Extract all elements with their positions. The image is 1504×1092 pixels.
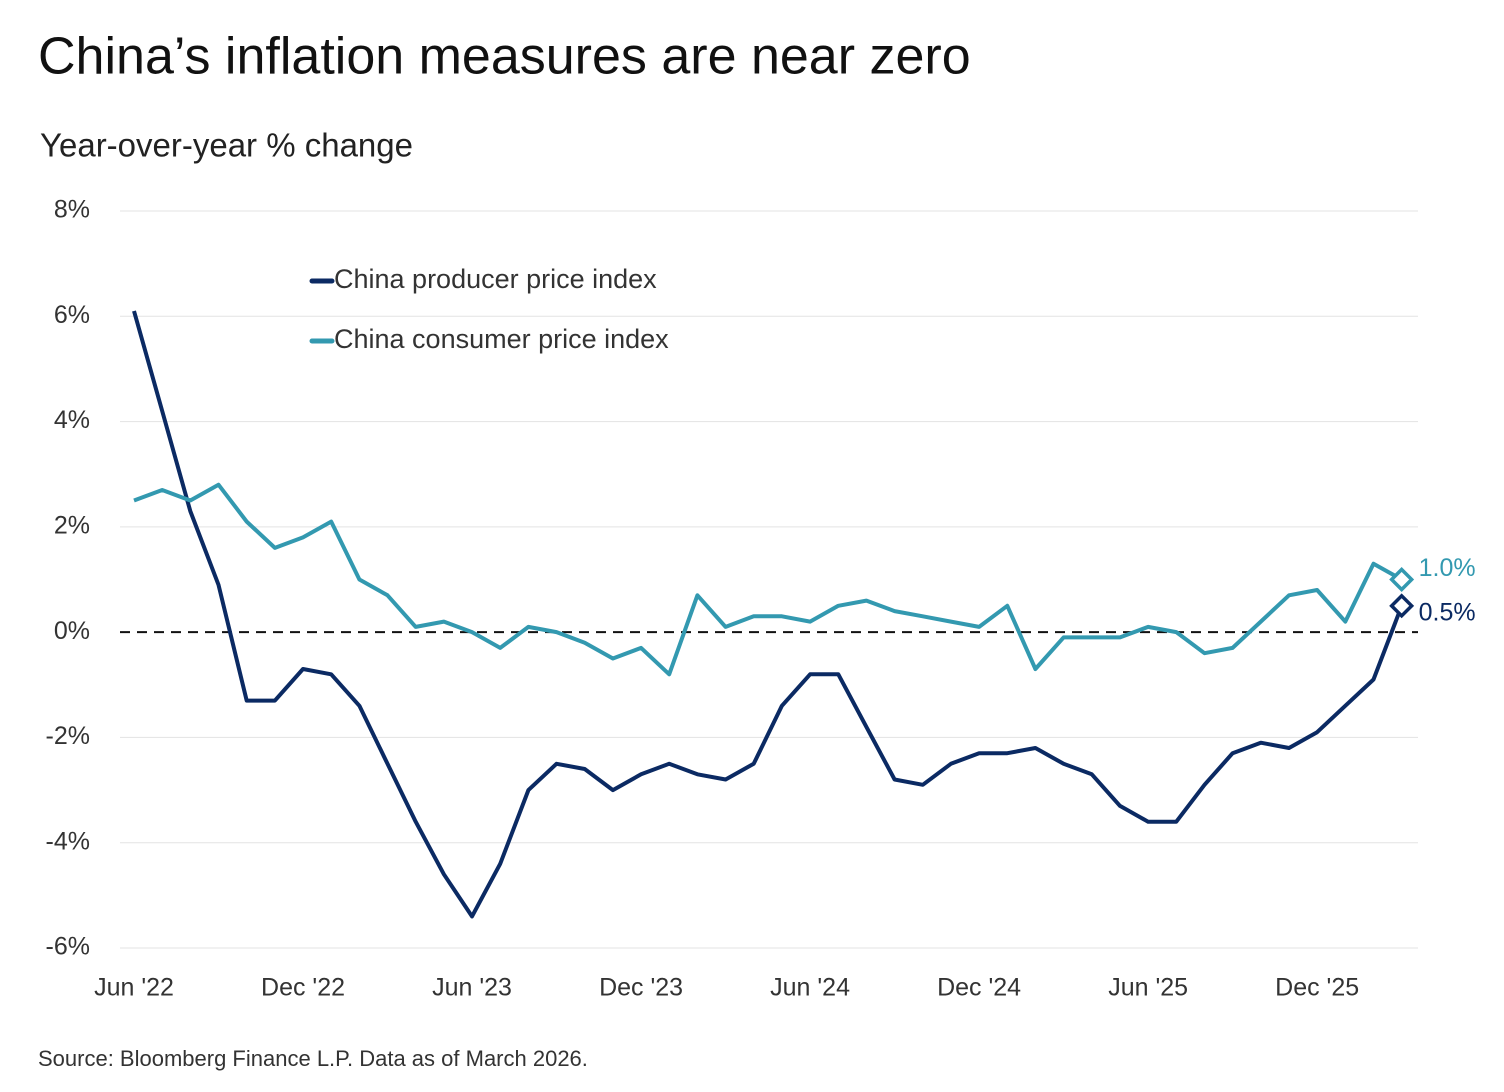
x-tick-label: Jun '24 (770, 974, 850, 1002)
end-marker (1389, 567, 1415, 592)
data-label: 0.5% (1419, 598, 1476, 626)
y-tick-label: 8% (54, 196, 90, 224)
x-tick-label: Dec '22 (261, 974, 345, 1002)
x-tick-label: Jun '23 (432, 974, 512, 1002)
series-line (132, 310, 1404, 919)
y-tick-label: 2% (54, 511, 90, 539)
y-tick-label: 6% (54, 301, 90, 329)
legend-label: China producer price index (334, 264, 657, 294)
chart-subtitle: Year-over-year % change (40, 127, 413, 164)
x-tick-label: Dec '23 (599, 974, 683, 1002)
x-tick-label: Jun '25 (1108, 974, 1188, 1002)
legend-label: China consumer price index (334, 324, 669, 354)
chart-title: China’s inflation measures are near zero (38, 28, 971, 86)
y-tick-label: 4% (54, 406, 90, 434)
series-line (133, 482, 1403, 677)
y-tick-label: -4% (46, 827, 90, 855)
y-tick-label: -2% (46, 722, 90, 750)
end-marker (1389, 593, 1415, 619)
y-tick-label: 0% (54, 617, 90, 645)
data-label: 1.0% (1419, 554, 1476, 582)
source-note: Source: Bloomberg Finance L.P. Data as o… (38, 1046, 588, 1071)
x-tick-label: Dec '25 (1275, 974, 1359, 1002)
y-tick-label: -6% (46, 933, 90, 961)
x-tick-label: Jun '22 (94, 974, 174, 1002)
x-tick-label: Dec '24 (937, 974, 1021, 1002)
